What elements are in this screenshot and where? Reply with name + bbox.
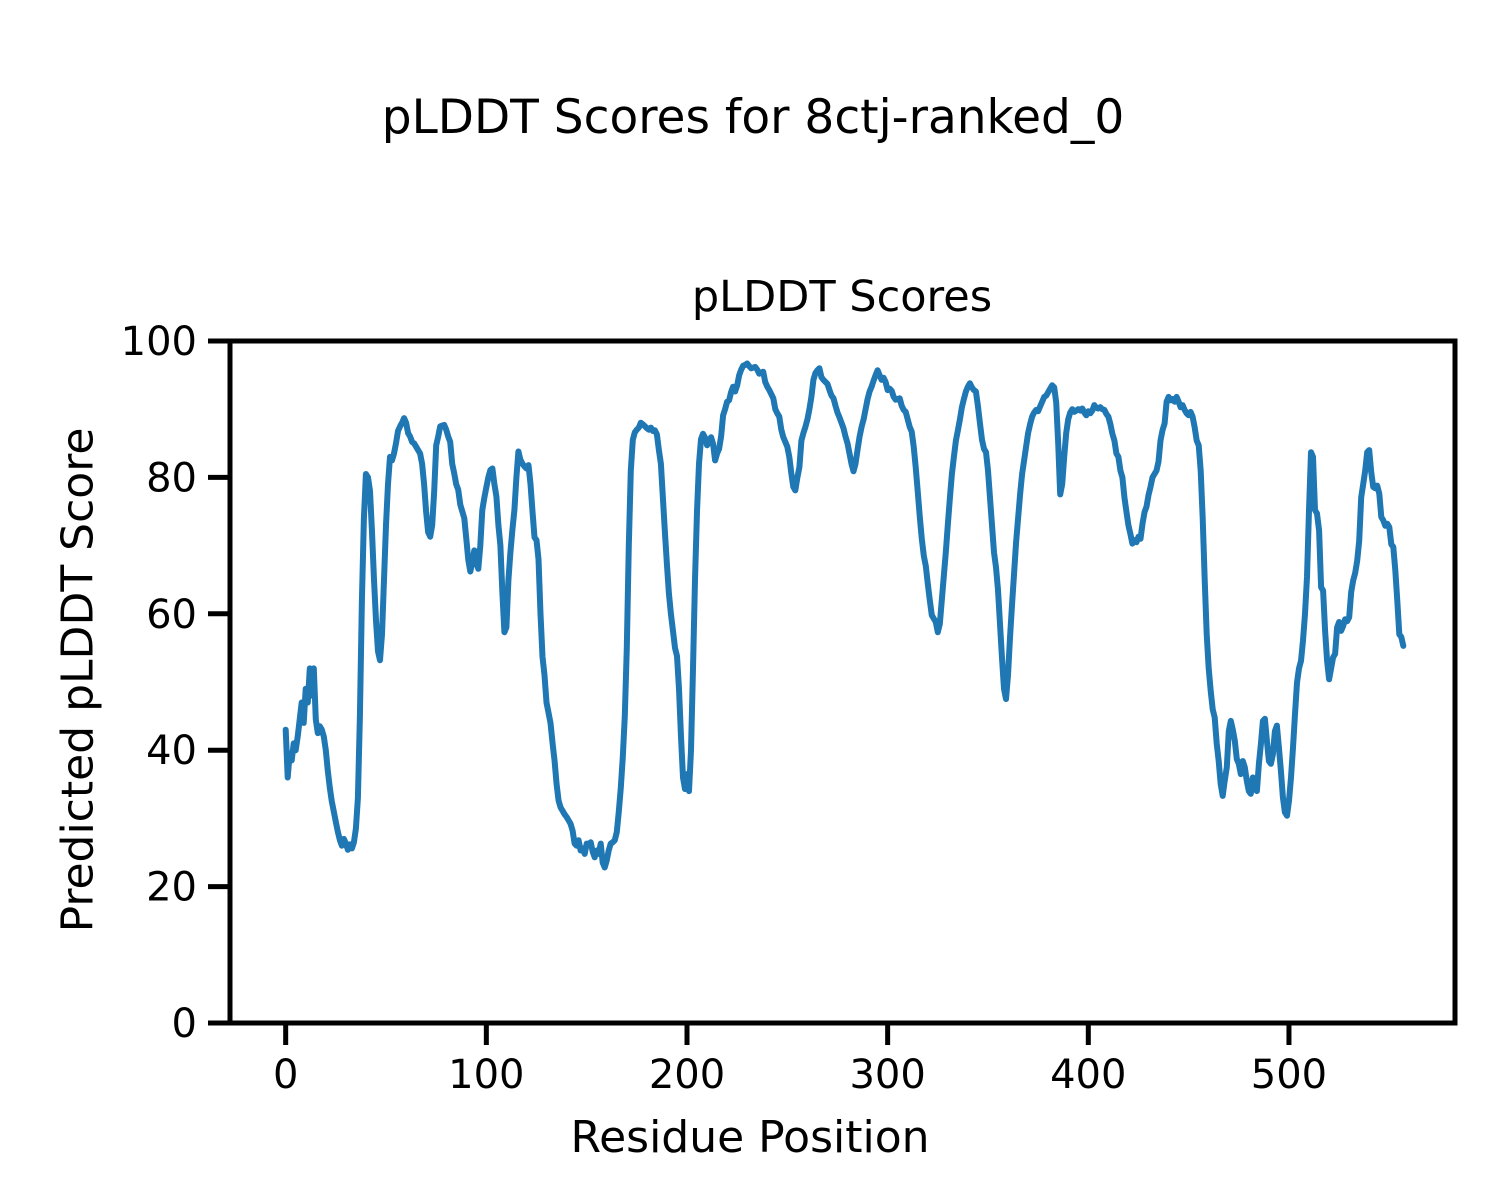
y-tick-label: 40: [146, 728, 197, 774]
x-tick-label: 0: [273, 1052, 298, 1098]
y-tick-label: 100: [121, 319, 197, 365]
x-axis-label: Residue Position: [570, 1112, 930, 1163]
plddt-data-line: [282, 360, 1407, 871]
axes-frame: [227, 338, 1458, 1026]
x-tick-label: 200: [649, 1052, 725, 1098]
figure-suptitle: pLDDT Scores for 8ctj-ranked_0: [381, 90, 1125, 145]
y-tick-label: 0: [172, 1001, 197, 1047]
x-tick-label: 500: [1251, 1052, 1327, 1098]
y-tick-label: 60: [146, 592, 197, 638]
chart-title: pLDDT Scores: [691, 272, 993, 322]
x-tick-label: 300: [849, 1052, 925, 1098]
y-tick-label: 20: [146, 865, 197, 911]
x-tick-label: 400: [1050, 1052, 1126, 1098]
y-tick-label: 80: [146, 455, 197, 501]
x-tick-label: 100: [448, 1052, 524, 1098]
